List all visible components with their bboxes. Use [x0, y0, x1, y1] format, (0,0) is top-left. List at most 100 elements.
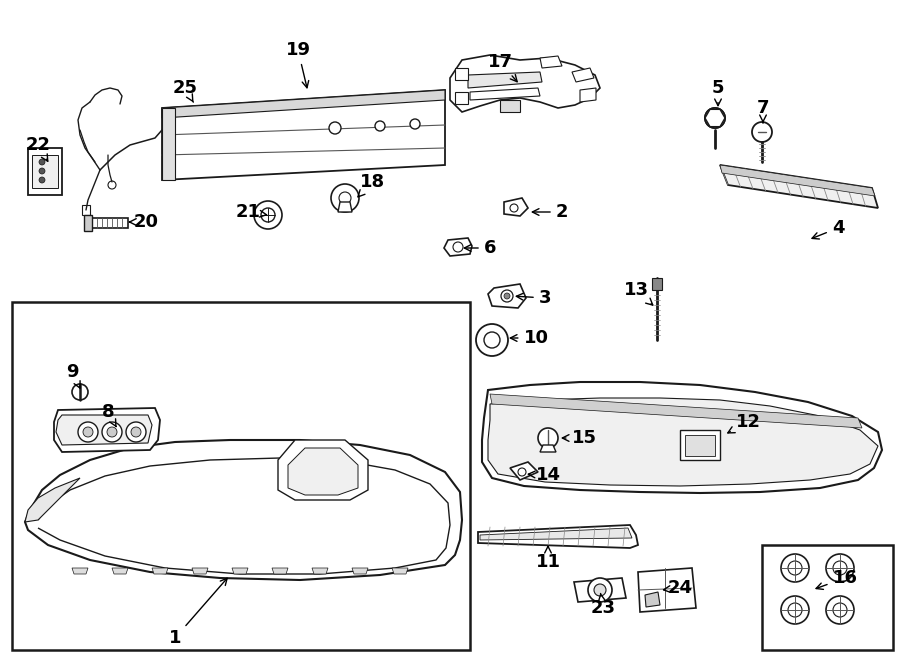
Polygon shape — [540, 445, 556, 452]
Polygon shape — [444, 238, 472, 256]
Circle shape — [107, 427, 117, 437]
Circle shape — [329, 122, 341, 134]
Polygon shape — [392, 568, 408, 574]
Polygon shape — [540, 56, 562, 68]
Polygon shape — [56, 415, 152, 445]
Circle shape — [410, 119, 420, 129]
Circle shape — [501, 290, 513, 302]
Polygon shape — [720, 165, 878, 208]
Circle shape — [833, 561, 847, 575]
Polygon shape — [455, 92, 468, 104]
Polygon shape — [25, 440, 462, 580]
Polygon shape — [32, 155, 58, 188]
Circle shape — [510, 204, 518, 212]
Circle shape — [108, 181, 116, 189]
Polygon shape — [54, 408, 160, 452]
Polygon shape — [470, 88, 540, 100]
Bar — [762, 545, 893, 650]
Circle shape — [83, 427, 93, 437]
Text: 9: 9 — [66, 363, 80, 388]
Polygon shape — [574, 578, 626, 602]
Circle shape — [131, 427, 141, 437]
Polygon shape — [84, 215, 92, 231]
Polygon shape — [88, 218, 128, 228]
Circle shape — [484, 332, 500, 348]
Polygon shape — [288, 448, 358, 495]
Circle shape — [339, 192, 351, 204]
Polygon shape — [25, 478, 80, 522]
Circle shape — [833, 603, 847, 617]
Circle shape — [375, 121, 385, 131]
Circle shape — [788, 603, 802, 617]
Text: 21: 21 — [236, 203, 266, 221]
Text: 16: 16 — [816, 569, 858, 590]
Text: 4: 4 — [812, 219, 844, 239]
Polygon shape — [500, 100, 520, 112]
Polygon shape — [338, 202, 352, 212]
Polygon shape — [645, 592, 660, 607]
Text: 24: 24 — [663, 579, 692, 597]
Polygon shape — [510, 462, 538, 480]
Circle shape — [594, 584, 606, 596]
Circle shape — [72, 384, 88, 400]
Polygon shape — [112, 568, 128, 574]
Circle shape — [752, 122, 772, 142]
Polygon shape — [652, 278, 662, 290]
Polygon shape — [720, 165, 875, 196]
Polygon shape — [38, 458, 450, 574]
Circle shape — [39, 168, 45, 174]
Polygon shape — [572, 68, 594, 82]
Circle shape — [78, 422, 98, 442]
Polygon shape — [450, 55, 600, 112]
Circle shape — [826, 554, 854, 582]
Circle shape — [788, 561, 802, 575]
Circle shape — [504, 293, 510, 299]
Circle shape — [476, 324, 508, 356]
Text: 18: 18 — [358, 173, 384, 197]
Polygon shape — [162, 90, 445, 118]
Text: 6: 6 — [464, 239, 496, 257]
Text: 15: 15 — [562, 429, 597, 447]
Text: 12: 12 — [728, 413, 760, 433]
Text: 7: 7 — [757, 99, 770, 123]
Polygon shape — [705, 109, 725, 127]
Polygon shape — [488, 398, 878, 486]
Circle shape — [254, 201, 282, 229]
Circle shape — [331, 184, 359, 212]
Circle shape — [705, 108, 725, 128]
Polygon shape — [638, 568, 696, 612]
Circle shape — [453, 242, 463, 252]
Polygon shape — [480, 528, 632, 540]
Text: 25: 25 — [173, 79, 197, 102]
Polygon shape — [490, 394, 862, 428]
Text: 17: 17 — [488, 53, 517, 82]
Polygon shape — [272, 568, 288, 574]
Text: 11: 11 — [536, 546, 561, 571]
Polygon shape — [232, 568, 248, 574]
Circle shape — [538, 428, 558, 448]
Text: 20: 20 — [130, 213, 158, 231]
Text: 23: 23 — [590, 594, 616, 617]
Polygon shape — [468, 72, 542, 88]
Circle shape — [39, 177, 45, 183]
Text: 14: 14 — [528, 466, 561, 484]
Polygon shape — [680, 430, 720, 460]
Circle shape — [826, 596, 854, 624]
Polygon shape — [482, 382, 882, 493]
Text: 1: 1 — [169, 578, 227, 647]
Polygon shape — [192, 568, 208, 574]
Polygon shape — [580, 88, 596, 102]
Polygon shape — [152, 568, 168, 574]
Text: 13: 13 — [624, 281, 652, 305]
Circle shape — [781, 554, 809, 582]
Polygon shape — [162, 108, 175, 180]
Text: 2: 2 — [532, 203, 568, 221]
Circle shape — [781, 596, 809, 624]
Text: 22: 22 — [25, 136, 50, 161]
Circle shape — [126, 422, 146, 442]
Polygon shape — [162, 90, 445, 180]
Circle shape — [261, 208, 275, 222]
Polygon shape — [28, 148, 62, 195]
Polygon shape — [478, 525, 638, 548]
Text: 8: 8 — [102, 403, 116, 426]
